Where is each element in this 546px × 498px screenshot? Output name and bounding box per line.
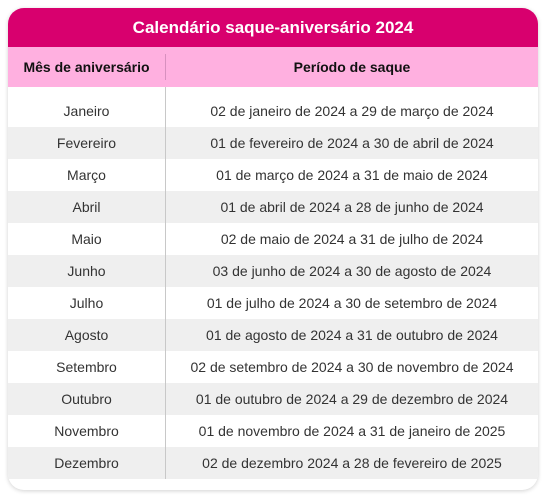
row-period: 01 de novembro de 2024 a 31 de janeiro d… [198,423,506,439]
table-row: Agosto 01 de agosto de 2024 a 31 de outu… [8,319,538,351]
row-month: Julho [8,287,166,319]
row-period: 01 de agosto de 2024 a 31 de outubro de … [206,327,498,343]
row-period: 01 de outubro de 2024 a 29 de dezembro d… [195,391,509,407]
table-spacer [8,87,538,95]
header-month: Mês de aniversário [8,54,166,80]
table-body: Janeiro 02 de janeiro de 2024 a 29 de ma… [8,95,538,479]
row-period: 01 de março de 2024 a 31 de maio de 2024 [216,167,488,183]
table-row: Janeiro 02 de janeiro de 2024 a 29 de ma… [8,95,538,127]
table-title: Calendário saque-aniversário 2024 [8,8,538,47]
table-row: Maio 02 de maio de 2024 a 31 de julho de… [8,223,538,255]
table-row: Julho 01 de julho de 2024 a 30 de setemb… [8,287,538,319]
row-month: Outubro [8,383,166,415]
table-row: Outubro 01 de outubro de 2024 a 29 de de… [8,383,538,415]
row-month: Dezembro [8,447,166,479]
table-row: Novembro 01 de novembro de 2024 a 31 de … [8,415,538,447]
row-period: 01 de abril de 2024 a 28 de junho de 202… [220,199,484,215]
table-row: Setembro 02 de setembro de 2024 a 30 de … [8,351,538,383]
row-month: Novembro [8,415,166,447]
row-period: 02 de dezembro 2024 a 28 de fevereiro de… [202,455,502,471]
table-row: Junho 03 de junho de 2024 a 30 de agosto… [8,255,538,287]
row-month: Janeiro [8,95,166,127]
table-row: Fevereiro 01 de fevereiro de 2024 a 30 d… [8,127,538,159]
row-month: Abril [8,191,166,223]
calendar-card: Calendário saque-aniversário 2024 Mês de… [8,8,538,490]
table-row: Dezembro 02 de dezembro 2024 a 28 de fev… [8,447,538,479]
spacer-divider [8,87,166,95]
table-row: Março 01 de março de 2024 a 31 de maio d… [8,159,538,191]
row-period: 01 de fevereiro de 2024 a 30 de abril de… [210,135,494,151]
row-period: 02 de janeiro de 2024 a 29 de março de 2… [210,103,494,119]
table-header-row: Mês de aniversário Período de saque [8,47,538,87]
row-month: Fevereiro [8,127,166,159]
row-month: Agosto [8,319,166,351]
row-period: 03 de junho de 2024 a 30 de agosto de 20… [212,263,492,279]
header-period: Período de saque [293,59,411,75]
row-month: Maio [8,223,166,255]
row-period: 02 de setembro de 2024 a 30 de novembro … [190,359,514,375]
row-month: Setembro [8,351,166,383]
row-period: 01 de julho de 2024 a 30 de setembro de … [206,295,498,311]
row-month: Março [8,159,166,191]
row-period: 02 de maio de 2024 a 31 de julho de 2024 [220,231,484,247]
table-row: Abril 01 de abril de 2024 a 28 de junho … [8,191,538,223]
row-month: Junho [8,255,166,287]
